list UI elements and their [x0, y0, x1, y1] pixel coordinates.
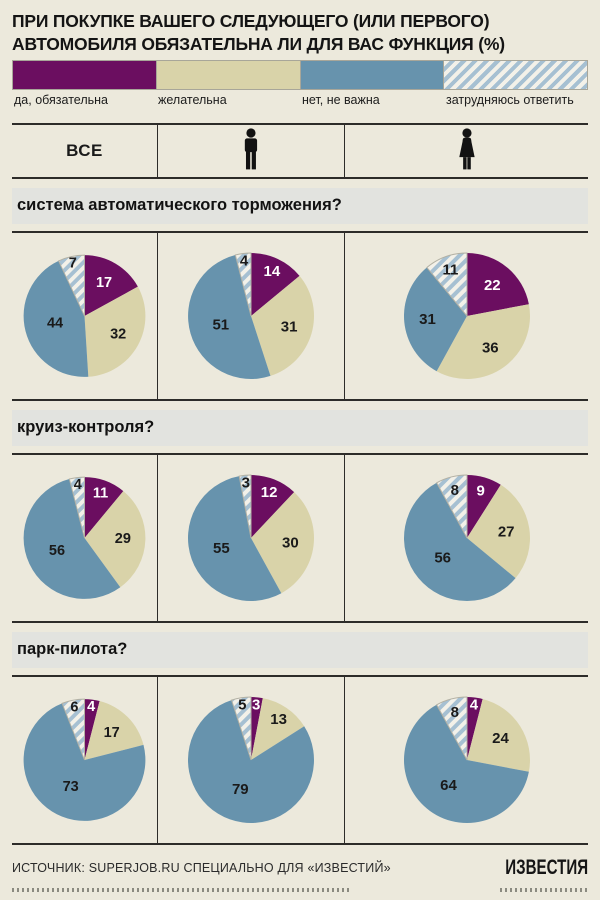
- pie-parkpilot-women: 4 24 64 8: [344, 676, 588, 843]
- female-icon: [458, 127, 475, 169]
- legend-swatch-yes-required: [12, 59, 157, 90]
- legend-labels: да, обязательна желательна нет, не важна…: [12, 93, 588, 109]
- source-text: ИСТОЧНИК: SUPERJOB.RU СПЕЦИАЛЬНО ДЛЯ «ИЗ…: [12, 860, 391, 875]
- svg-text:9: 9: [476, 482, 484, 499]
- svg-text:29: 29: [115, 531, 131, 547]
- column-header-men: [157, 124, 344, 177]
- svg-text:44: 44: [47, 315, 63, 331]
- legend-bar: [12, 59, 588, 90]
- svg-text:11: 11: [442, 261, 458, 278]
- pie-row-parkpilot: 4 17 73 6 3 13 79 5 4 24 64 8: [12, 674, 588, 845]
- pie-parkpilot-all: 4 17 73 6: [12, 677, 157, 843]
- svg-text:64: 64: [440, 777, 457, 794]
- svg-text:4: 4: [469, 696, 478, 713]
- svg-text:8: 8: [450, 481, 458, 498]
- svg-text:55: 55: [213, 540, 230, 557]
- svg-text:13: 13: [270, 710, 287, 727]
- svg-text:14: 14: [264, 263, 281, 280]
- column-header-women: [344, 124, 588, 177]
- svg-text:24: 24: [492, 730, 509, 747]
- clipped-text-strip: [500, 887, 588, 892]
- svg-text:56: 56: [49, 542, 65, 558]
- pie-cruise-women: 9 27 56 8: [344, 454, 588, 621]
- pie-cruise-men: 12 30 55 3: [157, 454, 344, 621]
- legend-label-undecided: затрудняюсь ответить: [446, 92, 574, 107]
- all-label: ВСЕ: [66, 140, 103, 160]
- svg-text:30: 30: [282, 534, 299, 551]
- male-icon: [244, 127, 258, 169]
- svg-text:17: 17: [96, 274, 112, 290]
- legend-swatch-undecided: [444, 59, 588, 90]
- svg-text:3: 3: [252, 696, 260, 713]
- svg-text:17: 17: [104, 724, 120, 740]
- clipped-text-row: [12, 887, 588, 892]
- pie-braking-all: 17 32 44 7: [12, 233, 157, 399]
- pie-row-braking: 17 32 44 7 14 31 51 4 22 36 31 11: [12, 230, 588, 401]
- svg-text:7: 7: [69, 255, 77, 271]
- svg-text:22: 22: [484, 276, 501, 293]
- svg-text:31: 31: [419, 311, 436, 328]
- legend-swatch-desirable: [156, 59, 301, 90]
- pie-parkpilot-men: 3 13 79 5: [157, 676, 344, 843]
- footer: ИСТОЧНИК: SUPERJOB.RU СПЕЦИАЛЬНО ДЛЯ «ИЗ…: [12, 855, 588, 881]
- svg-text:8: 8: [450, 703, 458, 720]
- svg-text:11: 11: [93, 485, 108, 501]
- svg-text:79: 79: [232, 781, 249, 798]
- svg-text:5: 5: [238, 696, 246, 713]
- svg-text:4: 4: [240, 252, 249, 269]
- clipped-text-strip: [12, 887, 352, 892]
- question-band-parkpilot: парк-пилота?: [12, 631, 588, 668]
- question-band-cruise: круиз-контроля?: [12, 409, 588, 446]
- pie-braking-women: 22 36 31 11: [344, 232, 588, 399]
- pie-braking-men: 14 31 51 4: [157, 232, 344, 399]
- svg-text:73: 73: [63, 779, 79, 795]
- legend-swatch-not-important: [300, 59, 445, 90]
- pie-row-cruise: 11 29 56 4 12 30 55 3 9 27 56 8: [12, 452, 588, 623]
- svg-text:32: 32: [110, 326, 126, 342]
- izvestia-logo: ИЗВЕСТИЯ: [505, 855, 588, 879]
- svg-text:27: 27: [497, 523, 514, 540]
- legend-label-yes-required: да, обязательна: [14, 92, 108, 107]
- question-band-braking: система автоматического торможения?: [12, 187, 588, 224]
- legend-label-not-important: нет, не важна: [302, 92, 380, 107]
- pie-cruise-all: 11 29 56 4: [12, 455, 157, 621]
- svg-text:4: 4: [74, 476, 82, 492]
- legend-label-desirable: желательна: [158, 92, 227, 107]
- column-header-row: ВСЕ: [12, 122, 588, 179]
- svg-text:12: 12: [261, 483, 278, 500]
- svg-text:3: 3: [242, 474, 250, 491]
- page-title: ПРИ ПОКУПКЕ ВАШЕГО СЛЕДУЮЩЕГО (ИЛИ ПЕРВО…: [12, 11, 505, 54]
- svg-text:4: 4: [87, 698, 95, 714]
- svg-text:31: 31: [281, 318, 298, 335]
- column-header-all: ВСЕ: [12, 125, 157, 177]
- svg-text:51: 51: [213, 316, 230, 333]
- svg-text:6: 6: [70, 699, 78, 715]
- svg-text:36: 36: [482, 339, 499, 356]
- svg-text:56: 56: [434, 549, 451, 566]
